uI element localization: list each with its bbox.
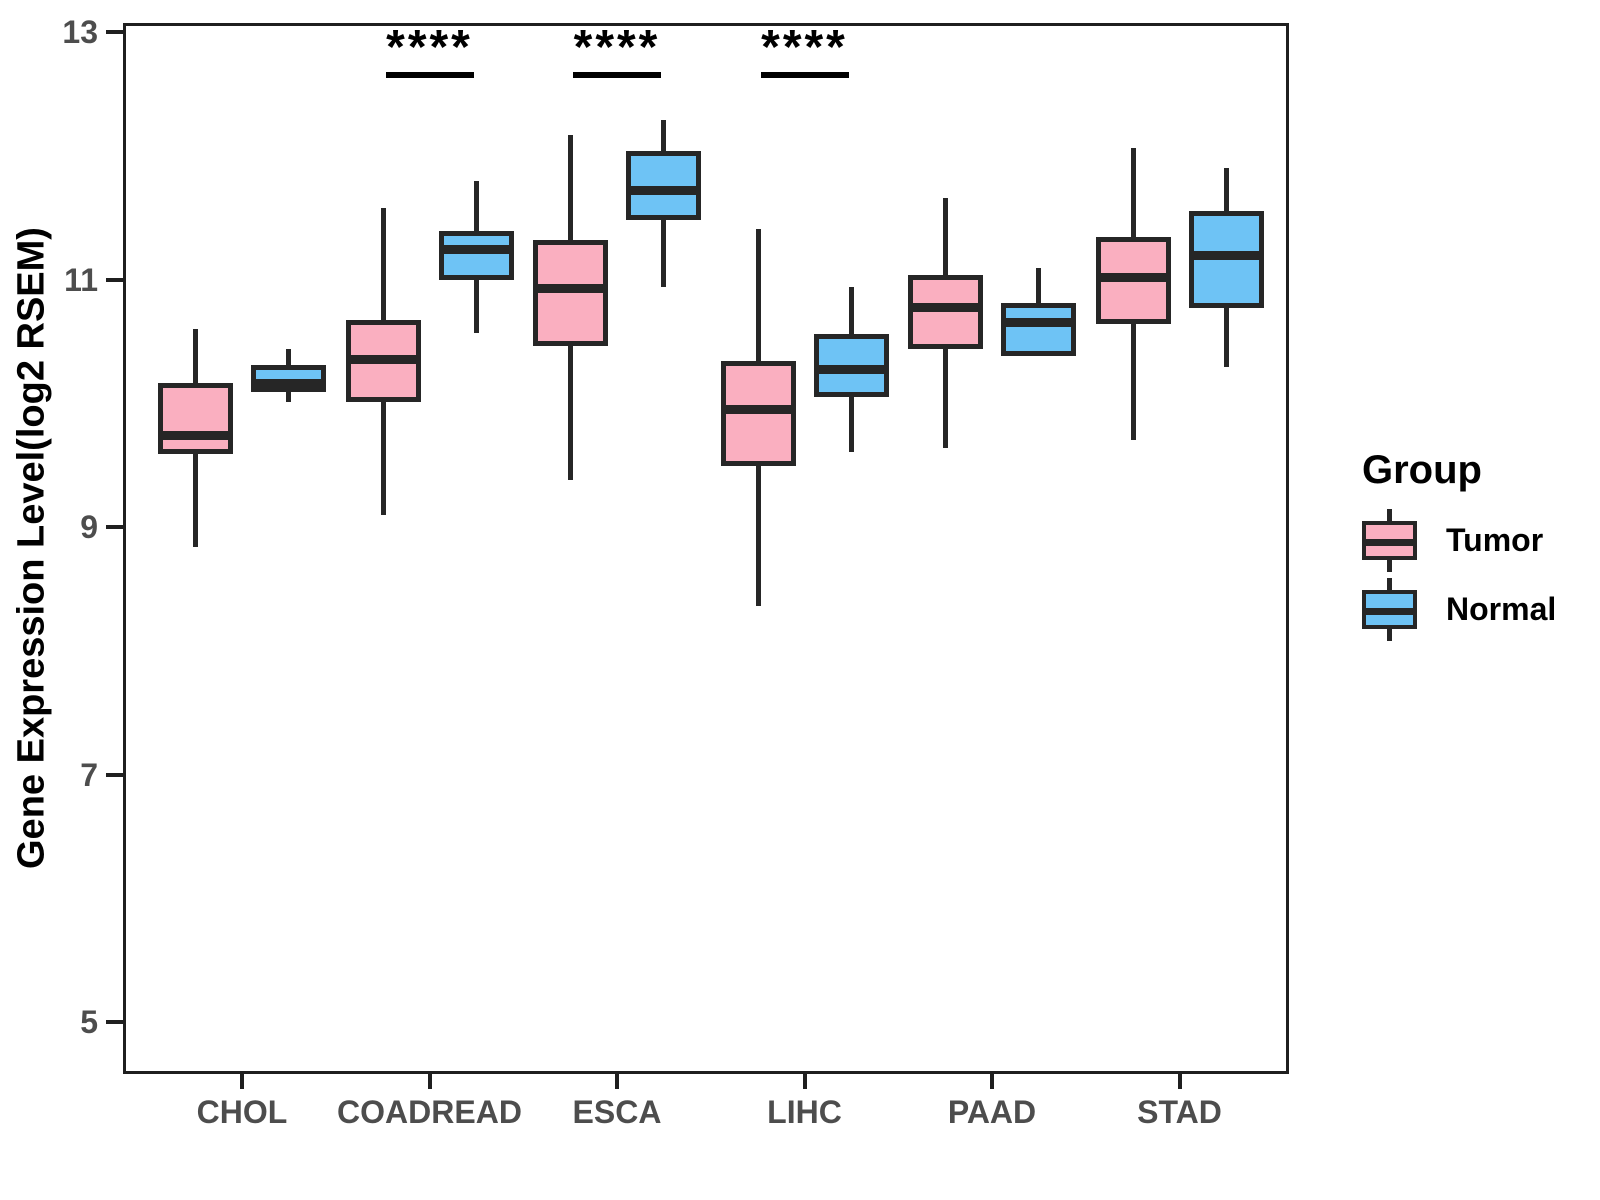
legend-entries: Tumor Normal (1362, 509, 1556, 641)
y-tick-mark (106, 30, 123, 34)
legend-label-tumor: Tumor (1446, 522, 1544, 558)
box-normal-ESCA (626, 150, 701, 221)
plot-panel (123, 23, 1289, 1074)
legend-glyph-stem (1387, 560, 1392, 572)
legend-glyph-median (1366, 539, 1413, 546)
legend-glyph-box (1362, 590, 1417, 629)
box-median-normal-LIHC (817, 365, 885, 375)
box-median-tumor-CHOL (162, 430, 229, 440)
box-median-tumor-STAD (1099, 272, 1167, 282)
box-median-tumor-PAAD (912, 303, 979, 313)
y-tick-mark (106, 772, 123, 777)
x-tick-label: PAAD (947, 1094, 1037, 1130)
legend-title: Group (1362, 448, 1482, 492)
box-tumor-ESCA (533, 239, 608, 347)
legend-glyph-median (1366, 608, 1413, 615)
legend: Group Tumor Normal (1362, 448, 1556, 647)
significance-bar-ESCA (573, 72, 661, 78)
x-tick-mark (990, 1074, 994, 1089)
box-tumor-CHOL (158, 383, 233, 454)
x-tick-label: STAD (1137, 1094, 1222, 1130)
legend-boxplot-glyph-normal (1362, 578, 1417, 641)
legend-entry-normal: Normal (1362, 578, 1556, 641)
y-tick-mark (106, 277, 123, 282)
box-median-normal-COADREAD (442, 245, 510, 255)
box-median-normal-PAAD (1005, 318, 1072, 328)
legend-entry-tumor: Tumor (1362, 509, 1556, 572)
significance-stars-LIHC: **** (761, 21, 848, 74)
box-normal-PAAD (1001, 302, 1076, 357)
y-axis-title: Gene Expression Level(log2 RSEM) (10, 227, 53, 870)
y-tick-mark (106, 525, 123, 529)
box-median-tumor-COADREAD (349, 355, 417, 365)
significance-bar-LIHC (760, 72, 849, 78)
x-tick-mark (240, 1074, 244, 1089)
y-tick-label: 13 (62, 14, 98, 50)
box-median-tumor-LIHC (724, 404, 792, 414)
legend-glyph-stem (1387, 629, 1392, 641)
y-tick-mark (106, 1020, 123, 1024)
y-tick-label: 9 (80, 509, 98, 545)
box-median-normal-STAD (1192, 251, 1260, 261)
x-tick-label: CHOL (196, 1094, 288, 1130)
significance-stars-ESCA: **** (573, 21, 661, 74)
significance-stars-COADREAD: **** (386, 21, 473, 74)
significance-bar-COADREAD (385, 72, 474, 78)
legend-glyph-box (1362, 521, 1417, 560)
x-tick-label: LIHC (767, 1094, 842, 1130)
x-tick-label: ESCA (572, 1094, 662, 1130)
x-tick-mark (1177, 1074, 1182, 1089)
box-normal-COADREAD (438, 231, 514, 280)
legend-glyph-stem (1387, 578, 1392, 590)
box-median-tumor-ESCA (537, 283, 604, 293)
x-tick-mark (615, 1074, 619, 1089)
box-median-normal-ESCA (630, 185, 697, 195)
legend-label-normal: Normal (1446, 591, 1557, 627)
y-tick-label: 11 (64, 261, 98, 298)
box-median-normal-CHOL (255, 378, 322, 388)
y-tick-label: 7 (80, 756, 98, 793)
x-tick-mark (427, 1074, 432, 1089)
y-tick-label: 5 (80, 1004, 98, 1040)
x-tick-label: COADREAD (337, 1094, 522, 1130)
legend-boxplot-glyph-tumor (1362, 509, 1417, 572)
legend-glyph-stem (1387, 509, 1392, 521)
x-tick-mark (802, 1074, 807, 1089)
